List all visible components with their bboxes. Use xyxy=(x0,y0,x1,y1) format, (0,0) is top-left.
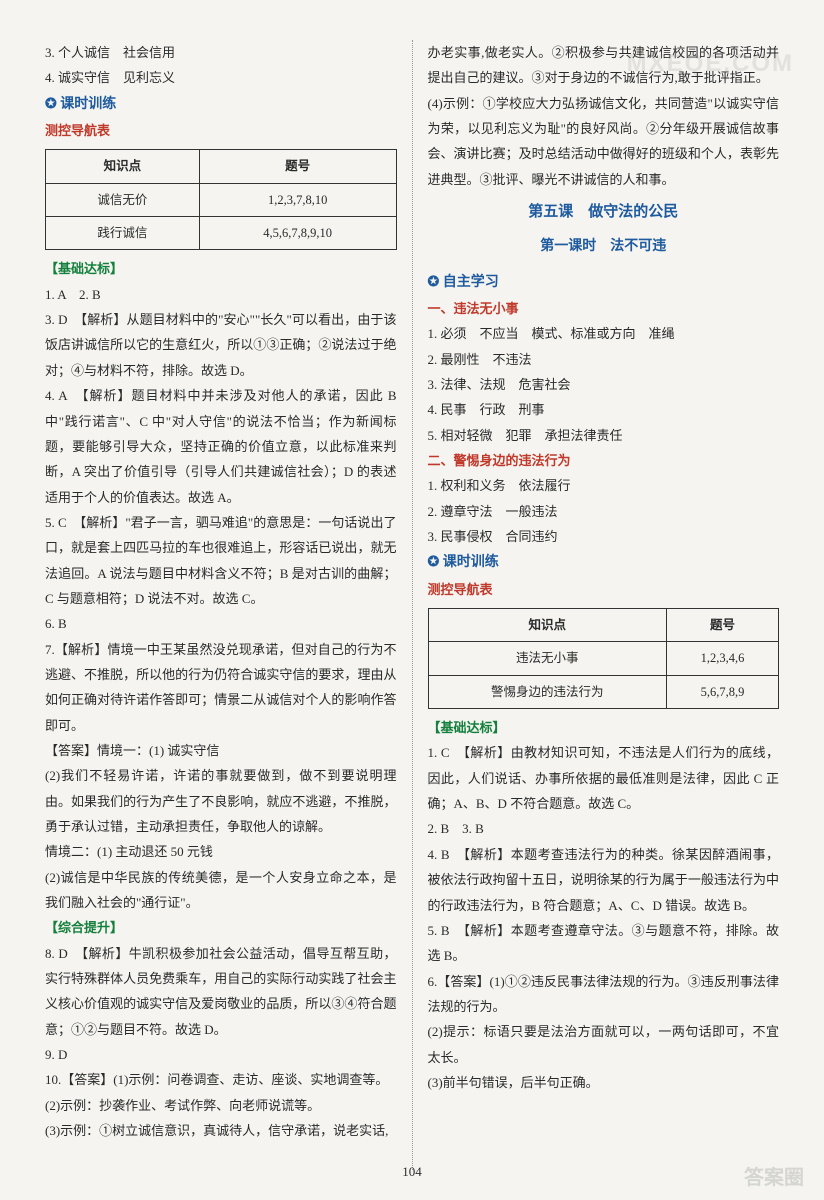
table-header: 题号 xyxy=(667,608,779,641)
left-column: 3. 个人诚信 社会信用 4. 诚实守信 见利忘义 课时训练 测控导航表 知识点… xyxy=(30,40,413,1170)
answer-line: 情境二：(1) 主动退还 50 元钱 xyxy=(45,839,397,864)
subsection-2: 二、警惕身边的违法行为 xyxy=(428,448,780,473)
answer-line: 4. A 【解析】题目材料中并未涉及对他人的承诺，因此 B 中"践行诺言"、C … xyxy=(45,383,397,510)
text-line: 5. 相对轻微 犯罪 承担法律责任 xyxy=(428,423,780,448)
answer-line: (4)示例：①学校应大力弘扬诚信文化，共同营造"以诚实守信为荣，以见利忘义为耻"… xyxy=(428,91,780,192)
answer-line: 1. A 2. B xyxy=(45,282,397,307)
answer-line: (3)示例：①树立诚信意识，真诚待人，信守承诺，说老实话, xyxy=(45,1118,397,1143)
table-cell: 5,6,7,8,9 xyxy=(667,675,779,708)
answer-line: 2. B 3. B xyxy=(428,816,780,841)
text-line: 3. 法律、法规 危害社会 xyxy=(428,372,780,397)
text-line: 2. 遵章守法 一般违法 xyxy=(428,499,780,524)
nav-table-2: 知识点 题号 违法无小事 1,2,3,4,6 警惕身边的违法行为 5,6,7,8… xyxy=(428,608,780,709)
table-cell: 诚信无价 xyxy=(46,183,200,216)
section-jichu: 【基础达标】 xyxy=(428,715,780,740)
answer-line: 8. D 【解析】牛凯积极参加社会公益活动，倡导互帮互助，实行特殊群体人员免费乘… xyxy=(45,941,397,1042)
lesson-subtitle: 第一课时 法不可违 xyxy=(428,233,780,260)
page-number: 104 xyxy=(402,1164,422,1180)
page-columns: 3. 个人诚信 社会信用 4. 诚实守信 见利忘义 课时训练 测控导航表 知识点… xyxy=(30,40,794,1170)
section-zizhu: 自主学习 xyxy=(428,269,780,296)
text-line: 3. 个人诚信 社会信用 xyxy=(45,40,397,65)
answer-line: (2)提示：标语只要是法治方面就可以，一两句话即可，不宜太长。 xyxy=(428,1019,780,1070)
answer-line: 10.【答案】(1)示例：问卷调查、走访、座谈、实地调查等。 xyxy=(45,1067,397,1092)
answer-line: 5. B 【解析】本题考查遵章守法。③与题意不符，排除。故选 B。 xyxy=(428,918,780,969)
subsection-1: 一、违法无小事 xyxy=(428,296,780,321)
answer-line: 9. D xyxy=(45,1042,397,1067)
right-column: 办老实事,做老实人。②积极参与共建诚信校园的各项活动并提出自己的建议。③对于身边… xyxy=(413,40,795,1170)
table-cell: 1,2,3,7,8,10 xyxy=(199,183,396,216)
table-cell: 警惕身边的违法行为 xyxy=(428,675,667,708)
table-cell: 践行诚信 xyxy=(46,217,200,250)
answer-line: 3. D 【解析】从题目材料中的"安心""长久"可以看出，由于该饭店讲诚信所以它… xyxy=(45,307,397,383)
section-cekong: 测控导航表 xyxy=(428,577,780,602)
table-cell: 1,2,3,4,6 xyxy=(667,642,779,675)
watermark-top: MXEQE.COM xyxy=(627,50,794,78)
answer-line: 【答案】情境一：(1) 诚实守信 xyxy=(45,738,397,763)
answer-line: 5. C 【解析】"君子一言，驷马难追"的意思是：一句话说出了口，就是套上四匹马… xyxy=(45,510,397,611)
table-header: 知识点 xyxy=(46,150,200,183)
section-jichu: 【基础达标】 xyxy=(45,256,397,281)
answer-line: 6.【答案】(1)①②违反民事法律法规的行为。③违反刑事法律法规的行为。 xyxy=(428,969,780,1020)
text-line: 4. 民事 行政 刑事 xyxy=(428,397,780,422)
text-line: 1. 必须 不应当 模式、标准或方向 准绳 xyxy=(428,321,780,346)
answer-line: 1. C 【解析】由教材知识可知，不违法是人们行为的底线，因此，人们说话、办事所… xyxy=(428,740,780,816)
lesson-title: 第五课 做守法的公民 xyxy=(428,198,780,227)
text-line: 3. 民事侵权 合同违约 xyxy=(428,524,780,549)
answer-line: 6. B xyxy=(45,611,397,636)
answer-line: (2)示例：抄袭作业、考试作弊、向老师说谎等。 xyxy=(45,1093,397,1118)
table-cell: 违法无小事 xyxy=(428,642,667,675)
watermark-bottom: 答案圈 xyxy=(744,1161,804,1190)
text-line: 4. 诚实守信 见利忘义 xyxy=(45,65,397,90)
answer-line: (3)前半句错误，后半句正确。 xyxy=(428,1070,780,1095)
answer-line: (2)诚信是中华民族的传统美德，是一个人安身立命之本，是我们融入社会的"通行证"… xyxy=(45,865,397,916)
table-header: 题号 xyxy=(199,150,396,183)
answer-line: 7.【解析】情境一中王某虽然没兑现承诺，但对自己的行为不逃避、不推脱，所以他的行… xyxy=(45,637,397,738)
text-line: 1. 权利和义务 依法履行 xyxy=(428,473,780,498)
nav-table-1: 知识点 题号 诚信无价 1,2,3,7,8,10 践行诚信 4,5,6,7,8,… xyxy=(45,149,397,250)
table-cell: 4,5,6,7,8,9,10 xyxy=(199,217,396,250)
section-keshi: 课时训练 xyxy=(428,549,780,576)
answer-line: (2)我们不轻易许诺，许诺的事就要做到，做不到要说明理由。如果我们的行为产生了不… xyxy=(45,763,397,839)
answer-line: 4. B 【解析】本题考查违法行为的种类。徐某因醉酒闹事，被依法行政拘留十五日，… xyxy=(428,842,780,918)
section-zonghe: 【综合提升】 xyxy=(45,915,397,940)
text-line: 2. 最刚性 不违法 xyxy=(428,347,780,372)
section-cekong: 测控导航表 xyxy=(45,118,397,143)
section-keshi: 课时训练 xyxy=(45,91,397,118)
table-header: 知识点 xyxy=(428,608,667,641)
